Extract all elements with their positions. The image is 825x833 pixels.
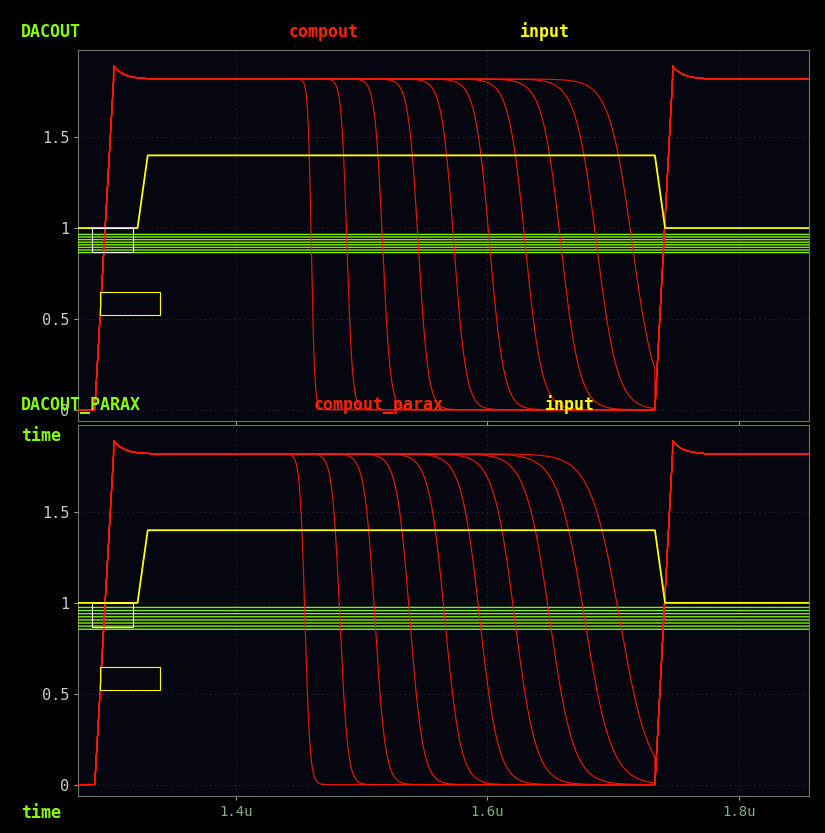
Bar (92, 603, 133, 626)
Bar (100, 292, 160, 315)
Bar (92, 228, 133, 252)
Text: DACOUT_PARAX: DACOUT_PARAX (21, 396, 140, 414)
Text: compout_parax: compout_parax (314, 396, 444, 414)
Text: DACOUT: DACOUT (21, 23, 81, 42)
Bar (100, 666, 160, 690)
Text: time: time (21, 427, 60, 446)
Text: input: input (520, 22, 570, 42)
Text: time: time (21, 804, 60, 822)
Text: input: input (544, 395, 595, 414)
Text: compout: compout (289, 23, 359, 42)
